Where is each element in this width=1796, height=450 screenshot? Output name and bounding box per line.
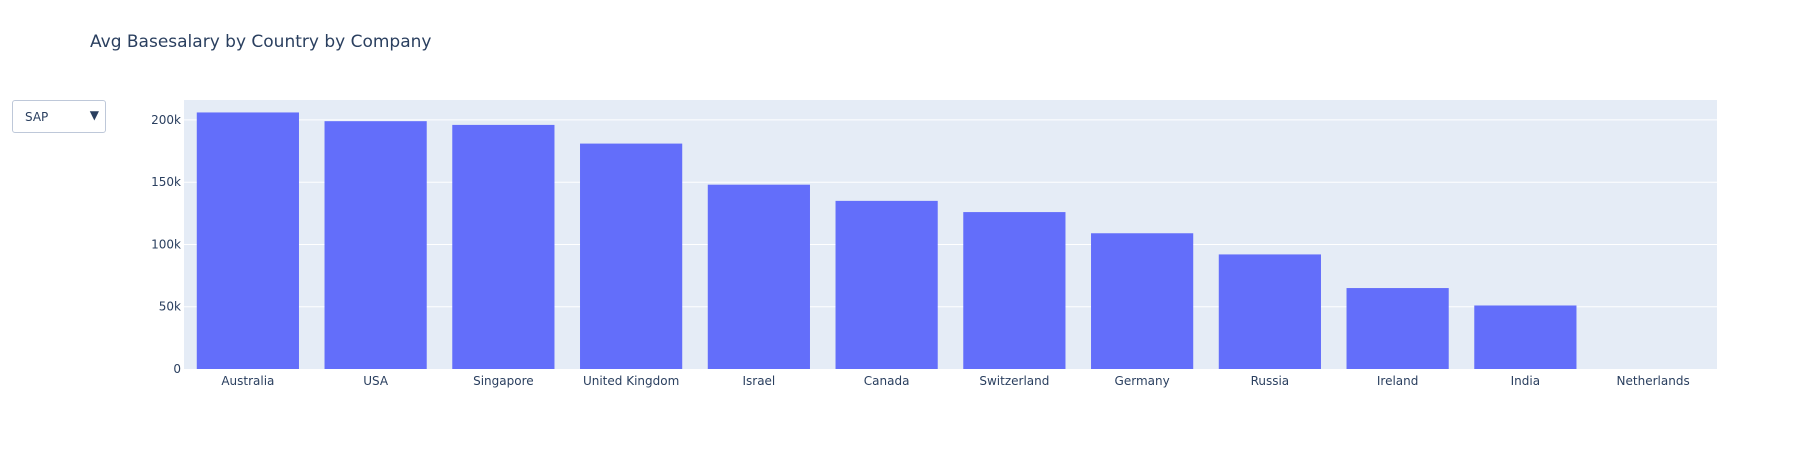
bars [196, 112, 1577, 369]
x-tick-label: Canada [864, 374, 910, 388]
bar[interactable] [324, 121, 427, 369]
triangle-down-icon: ▼ [89, 108, 99, 122]
y-axis-ticks: 0 50k 100k 150k 200k [151, 113, 181, 376]
y-tick-label: 150k [151, 175, 181, 189]
x-tick-label: India [1511, 374, 1540, 388]
x-tick-label: Israel [742, 374, 775, 388]
x-tick-label: Germany [1115, 374, 1170, 388]
grid-lines [184, 119, 1717, 308]
x-tick-label: Switzerland [979, 374, 1049, 388]
y-tick-label: 200k [151, 113, 181, 127]
chart-title: Avg Basesalary by Country by Company [90, 32, 432, 52]
x-tick-label: Russia [1251, 374, 1290, 388]
x-tick-label: United Kingdom [583, 374, 679, 388]
y-tick-label: 50k [159, 300, 181, 314]
bar[interactable] [1474, 305, 1577, 369]
bar[interactable] [196, 112, 299, 369]
y-tick-label: 0 [173, 362, 181, 376]
bar[interactable] [835, 200, 938, 369]
bar[interactable] [963, 212, 1066, 369]
x-tick-label: Ireland [1377, 374, 1419, 388]
y-tick-label: 100k [151, 237, 181, 251]
bar[interactable] [1346, 288, 1449, 369]
plot-area [184, 100, 1717, 369]
bar[interactable] [452, 124, 555, 369]
x-axis-ticks: Australia USA Singapore United Kingdom Israe… [221, 374, 1689, 388]
bar[interactable] [1091, 233, 1194, 369]
x-tick-label: USA [363, 374, 389, 388]
dropdown-selected-value: SAP [25, 110, 49, 124]
company-dropdown[interactable]: SAP ▼ [12, 100, 106, 133]
bar[interactable] [580, 143, 683, 369]
x-tick-label: Singapore [473, 374, 534, 388]
bar[interactable] [707, 184, 810, 369]
x-tick-label: Netherlands [1617, 374, 1690, 388]
x-tick-label: Australia [221, 374, 274, 388]
bar[interactable] [1218, 254, 1321, 369]
